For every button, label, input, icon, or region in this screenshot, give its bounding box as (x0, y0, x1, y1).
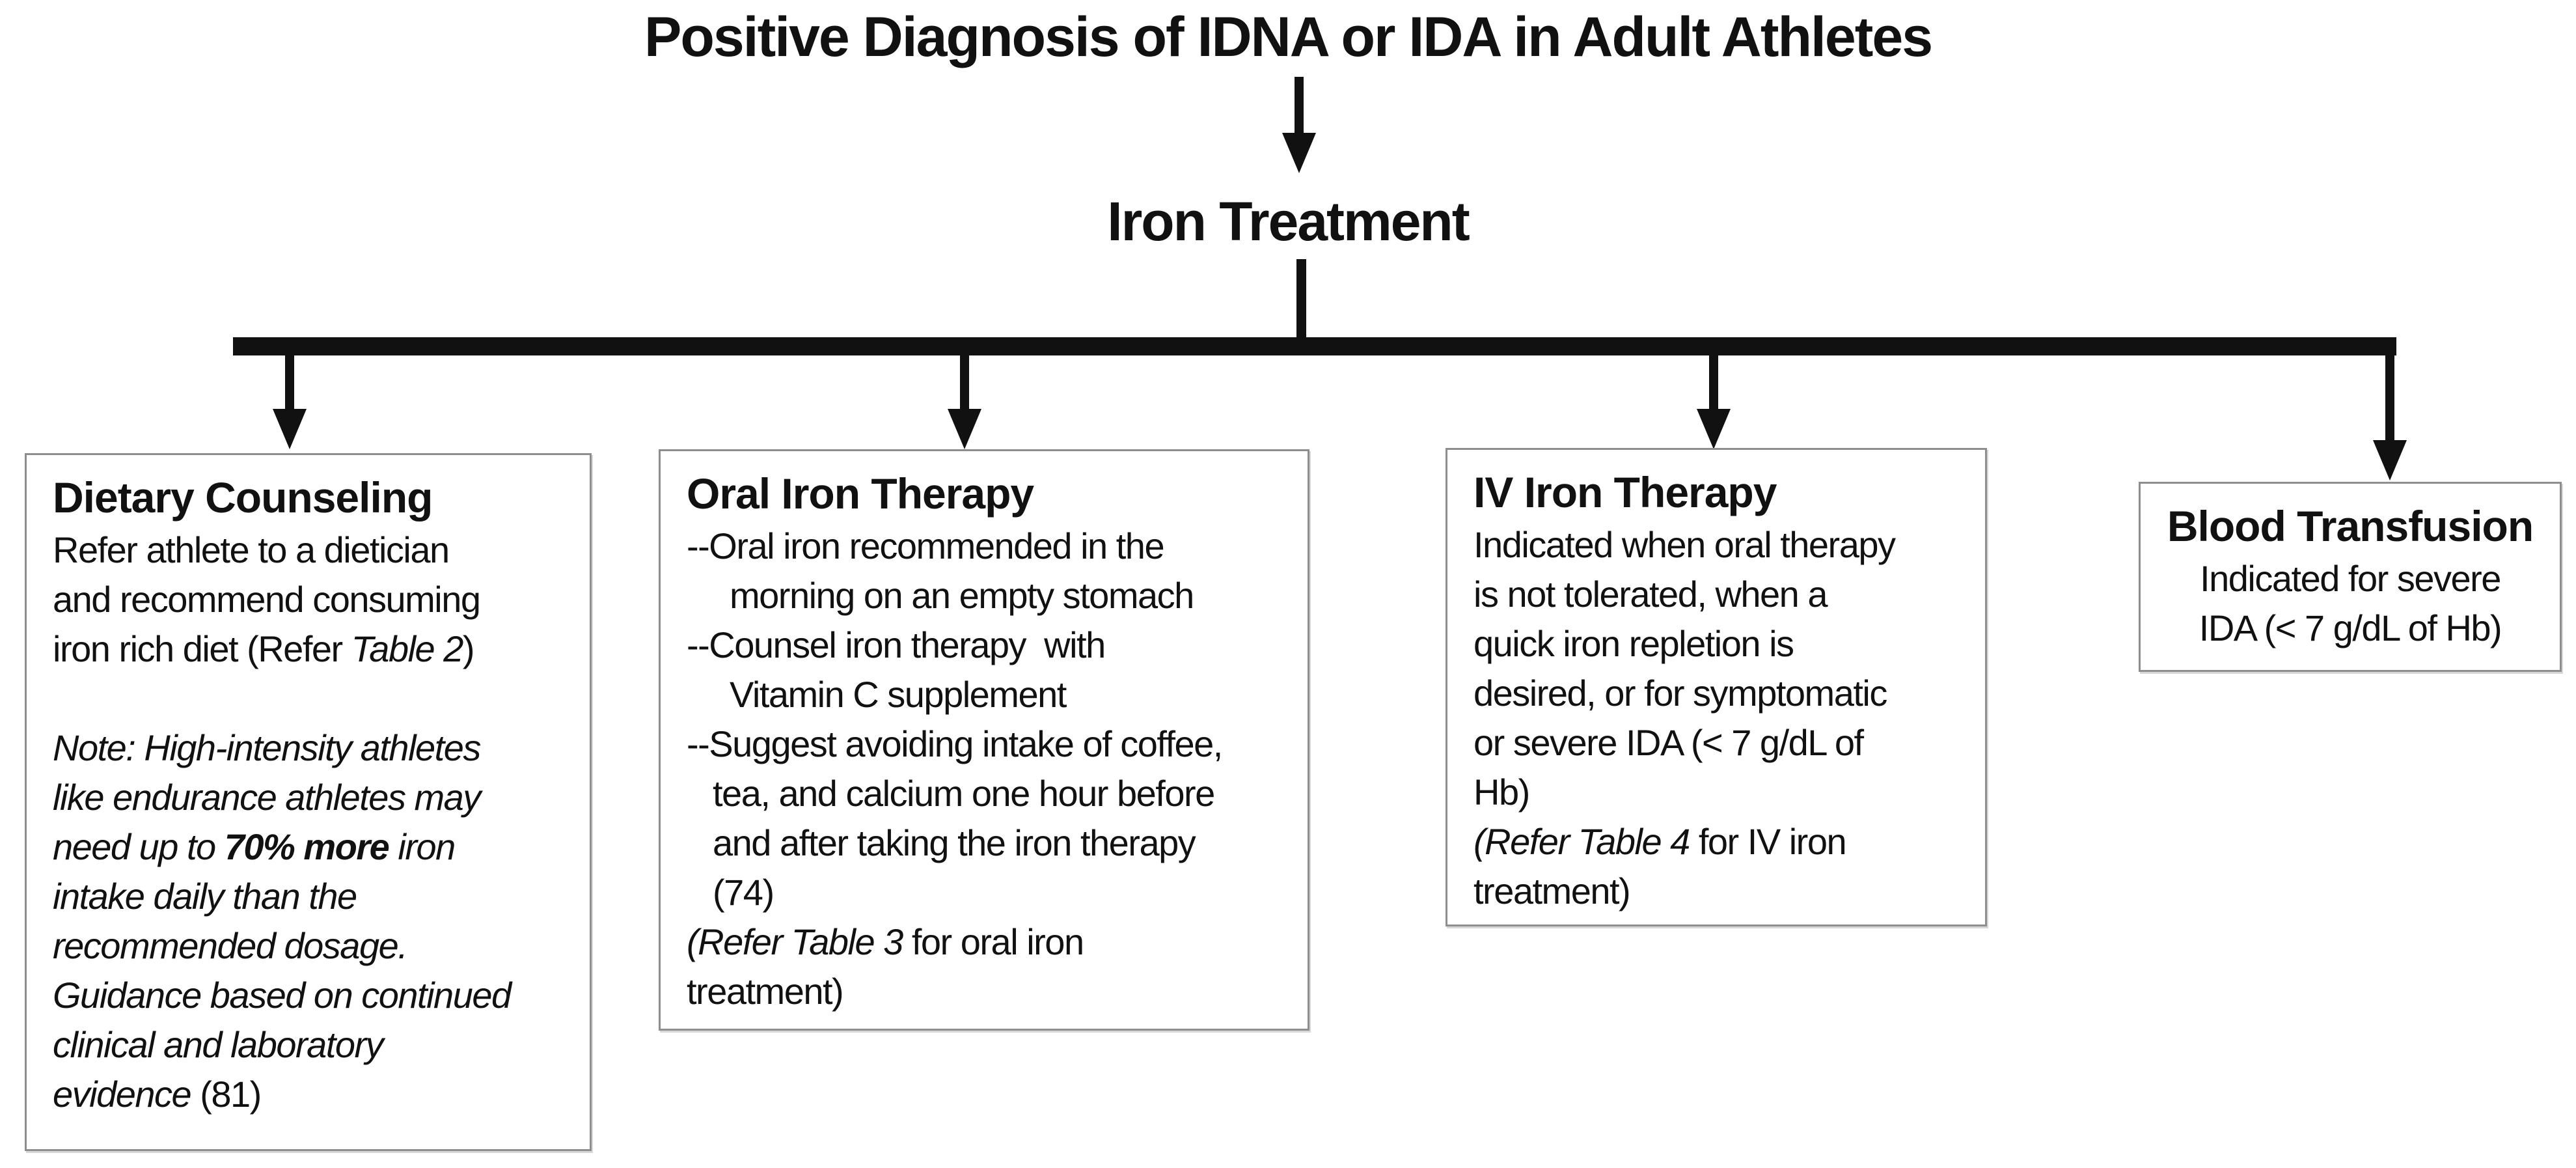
text-segment: treatment) (687, 971, 844, 1012)
text-line: quick iron repletion is (1473, 619, 1973, 669)
text-line: --Suggest avoiding intake of coffee, (687, 719, 1296, 769)
text-segment: iron rich diet (Refer (53, 628, 351, 669)
text-segment: and after taking the iron therapy (713, 822, 1196, 863)
text-segment: for IV iron (1689, 821, 1847, 862)
text-line: Indicated when oral therapy (1473, 520, 1973, 570)
root-node-label: Iron Treatment (1107, 191, 1470, 252)
text-segment: Indicated for severe (2200, 558, 2501, 599)
text-segment: Guidance based on continued (53, 975, 512, 1016)
text-line: (Refer Table 4 for IV iron (1473, 817, 1973, 867)
box-oral-iron-therapy: Oral Iron Therapy --Oral iron recommende… (659, 449, 1309, 1031)
text-segment: treatment) (1473, 870, 1631, 911)
box-body: Indicated for severe IDA (< 7 g/dL of Hb) (2150, 554, 2551, 653)
text-segment: Note: High-intensity athletes (53, 727, 481, 768)
text-segment: desired, or for symptomatic (1473, 673, 1887, 714)
branch-arrow-1-head-icon (273, 409, 307, 449)
text-segment: is not tolerated, when a (1473, 574, 1828, 615)
text-line: Indicated for severe (2150, 554, 2551, 604)
text-line: recommended dosage. (53, 921, 578, 971)
branch-arrow-4-head-icon (2373, 440, 2407, 480)
text-line: morning on an empty stomach (687, 571, 1296, 620)
text-line: treatment) (687, 967, 1296, 1016)
text-segment: need up to (53, 826, 225, 867)
box-title: Blood Transfusion (2167, 502, 2534, 550)
text-line: treatment) (1473, 867, 1973, 916)
text-line: Hb) (1473, 768, 1973, 817)
branch-arrow-4-stem (2385, 354, 2394, 441)
text-line: --Counsel iron therapy with (687, 620, 1296, 670)
text-line: desired, or for symptomatic (1473, 669, 1973, 718)
text-segment: Hb) (1473, 772, 1530, 813)
text-line: iron rich diet (Refer Table 2) (53, 624, 578, 674)
text-line: (Refer Table 3 for oral iron (687, 917, 1296, 967)
box-title: IV Iron Therapy (1473, 468, 1777, 516)
text-segment: iron (389, 826, 456, 867)
text-line: clinical and laboratory (53, 1020, 578, 1070)
arrow-title-to-treatment-head-icon (1282, 133, 1316, 173)
text-line: --Oral iron recommended in the (687, 521, 1296, 571)
box-body: --Oral iron recommended in the morning on… (687, 521, 1296, 1016)
text-segment: 70% more (224, 826, 390, 867)
box-dietary-counseling: Dietary Counseling Refer athlete to a di… (25, 453, 592, 1151)
box-iv-iron-therapy: IV Iron Therapy Indicated when oral ther… (1446, 448, 1987, 926)
text-line: and recommend consuming (53, 575, 578, 624)
text-segment: (81) (191, 1074, 262, 1115)
text-segment: intake daily than the (53, 876, 357, 917)
text-segment: Vitamin C supplement (730, 674, 1067, 715)
text-segment: (Refer Table 3 (687, 921, 903, 962)
text-segment: tea, and calcium one hour before (713, 773, 1215, 814)
text-segment: recommended dosage. (53, 925, 408, 966)
text-line: IDA (< 7 g/dL of Hb) (2150, 604, 2551, 653)
text-segment: evidence (53, 1074, 192, 1115)
treatment-to-bar-stem (1296, 259, 1306, 339)
text-segment: Indicated when oral therapy (1473, 524, 1896, 565)
branch-arrow-3-head-icon (1697, 409, 1731, 449)
text-segment: (74) (713, 872, 774, 913)
box-blood-transfusion: Blood Transfusion Indicated for severe ID… (2139, 482, 2562, 672)
box-title: Oral Iron Therapy (687, 469, 1034, 518)
branch-arrow-1-stem (285, 354, 294, 410)
text-line: intake daily than the (53, 872, 578, 921)
box-body: Refer athlete to a dietician and recommen… (53, 525, 578, 1119)
branch-bar (233, 337, 2396, 355)
text-line: Refer athlete to a dietician (53, 525, 578, 575)
text-line: evidence (81) (53, 1070, 578, 1119)
text-line: Guidance based on continued (53, 971, 578, 1020)
text-segment: (Refer Table 4 (1473, 821, 1690, 862)
text-segment: quick iron repletion is (1473, 623, 1794, 664)
text-segment: clinical and laboratory (53, 1024, 384, 1065)
box-body: Indicated when oral therapy is not tolera… (1473, 520, 1973, 916)
text-segment: Table 2 (351, 628, 464, 669)
text-line: like endurance athletes may (53, 773, 578, 822)
branch-arrow-3-stem (1709, 354, 1718, 410)
text-line: (74) (687, 868, 1296, 917)
blank-line (53, 674, 578, 723)
branch-arrow-2-stem (960, 354, 969, 410)
text-line: Vitamin C supplement (687, 670, 1296, 719)
text-segment: morning on an empty stomach (730, 575, 1194, 616)
text-segment: or severe IDA (< 7 g/dL of (1473, 722, 1864, 763)
arrow-title-to-treatment-stem (1295, 77, 1304, 133)
text-line: tea, and calcium one hour before (687, 769, 1296, 818)
box-title: Dietary Counseling (53, 473, 433, 521)
text-segment: Refer athlete to a dietician (53, 529, 450, 570)
text-line: need up to 70% more iron (53, 822, 578, 872)
text-segment: ) (462, 628, 475, 669)
text-line: Note: High-intensity athletes (53, 723, 578, 773)
text-line: or severe IDA (< 7 g/dL of (1473, 718, 1973, 768)
text-line: is not tolerated, when a (1473, 570, 1973, 619)
text-segment: and recommend consuming (53, 579, 481, 620)
text-segment: like endurance athletes may (53, 777, 481, 818)
page-title: Positive Diagnosis of IDNA or IDA in Adu… (644, 6, 1933, 68)
branch-arrow-2-head-icon (948, 409, 981, 449)
text-line: and after taking the iron therapy (687, 818, 1296, 868)
text-segment: --Counsel iron therapy with (687, 624, 1106, 665)
text-segment: IDA (< 7 g/dL of Hb) (2199, 607, 2502, 648)
text-segment: --Suggest avoiding intake of coffee, (687, 723, 1223, 764)
text-segment: for oral iron (902, 921, 1084, 962)
text-segment: --Oral iron recommended in the (687, 525, 1165, 566)
